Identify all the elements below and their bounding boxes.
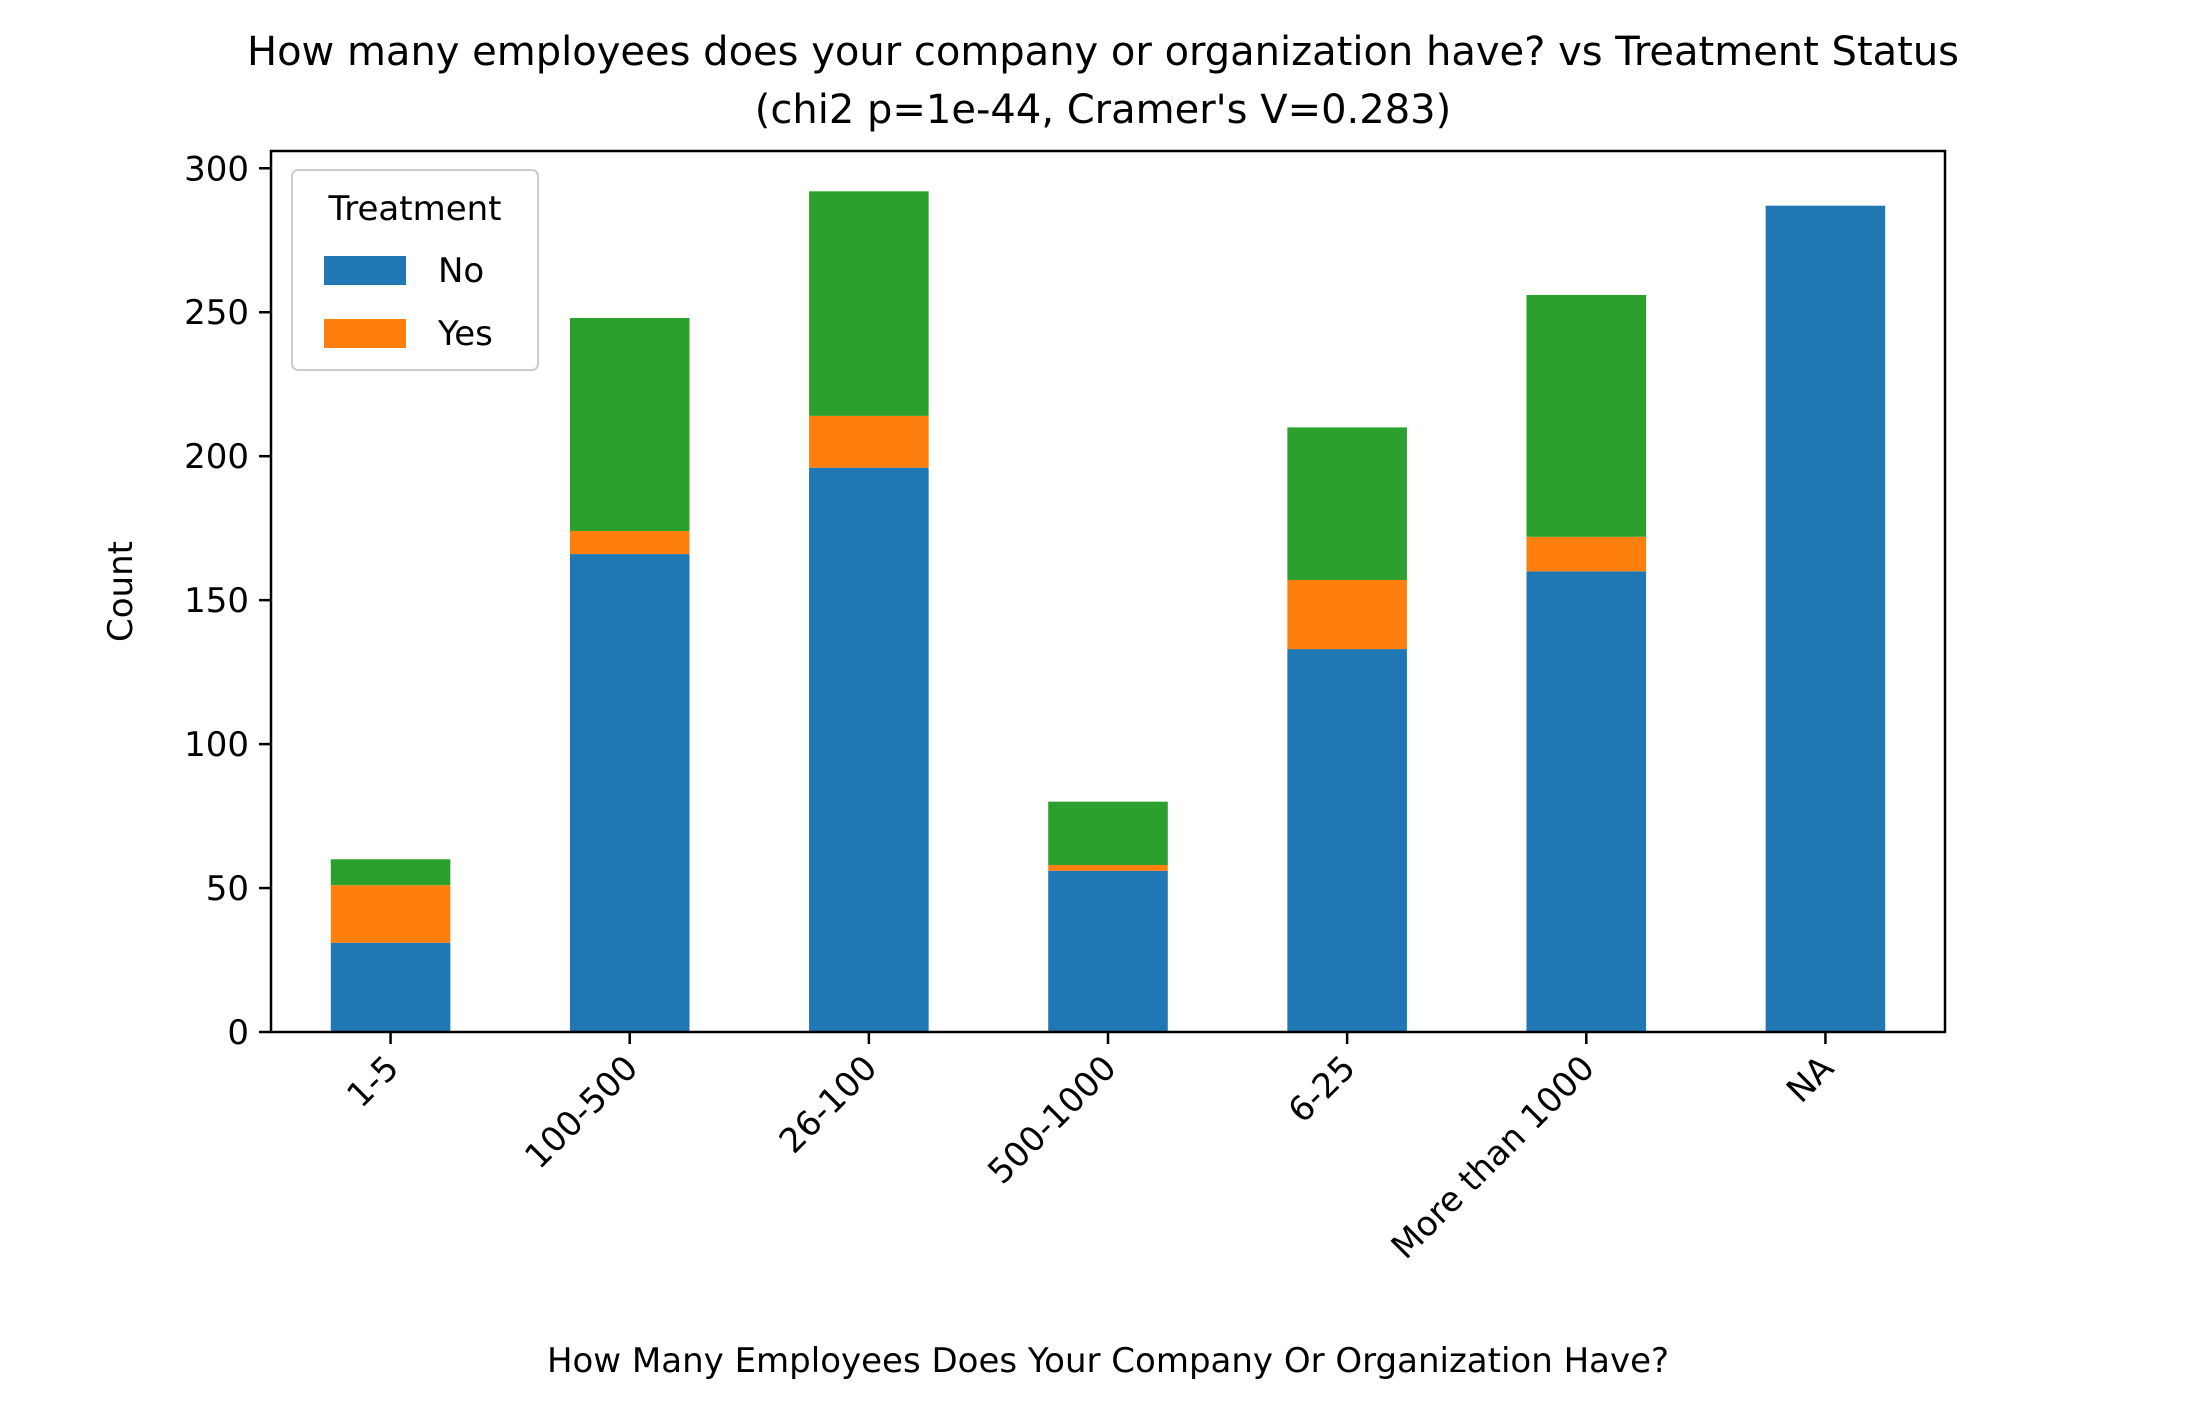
chart-title: How many employees does your company or … — [247, 29, 1959, 75]
legend-swatch-yes — [324, 319, 406, 348]
y-tick-label: 300 — [184, 149, 249, 189]
legend-title: Treatment — [327, 189, 501, 229]
bar-segment-no — [1526, 571, 1647, 1032]
bar-segment-series-3 — [1287, 427, 1407, 580]
bar-segment-no — [1048, 870, 1168, 1032]
x-tick-label: 500-1000 — [980, 1048, 1124, 1192]
x-axis: 1-5 100-500 26-100 500-1000 6-25 More than 10… — [339, 1032, 1842, 1267]
y-axis-label: Count — [101, 541, 141, 642]
y-tick-label: 150 — [184, 581, 249, 621]
x-tick-label: 1-5 — [339, 1048, 407, 1116]
y-tick-label: 250 — [184, 293, 249, 333]
legend-entries: No Yes — [324, 251, 493, 354]
legend-swatch-no — [324, 256, 406, 285]
chart-subtitle: (chi2 p=1e-44, Cramer's V=0.283) — [755, 87, 1451, 133]
bar-segment-series-3 — [330, 859, 451, 886]
bar-segment-series-3 — [1048, 801, 1168, 866]
bar-segment-yes — [1287, 579, 1407, 650]
bar-segment-series-3 — [569, 317, 690, 532]
bar-segment-yes — [569, 531, 690, 555]
legend-label-yes: Yes — [437, 314, 493, 354]
bar-segment-no — [330, 942, 451, 1032]
y-tick-label: 200 — [184, 437, 249, 477]
legend-label-no: No — [438, 251, 484, 291]
x-tick-label: 100-500 — [517, 1048, 646, 1177]
plot-area-frame — [269, 149, 1947, 1034]
bar-segment-yes — [1526, 536, 1647, 572]
bar-segment-no — [809, 467, 929, 1032]
y-tick-label: 100 — [184, 725, 249, 765]
x-tick-label: NA — [1779, 1048, 1842, 1111]
bar-segment-no — [1287, 649, 1407, 1032]
bar-segment-yes — [809, 415, 929, 468]
bar-segment-no — [1765, 205, 1886, 1032]
y-axis: 0 50 100 150 200 250 300 — [184, 149, 271, 1053]
x-tick-label: More than 1000 — [1384, 1048, 1603, 1267]
x-axis-label: How Many Employees Does Your Company Or … — [547, 1341, 1669, 1381]
y-tick-label: 50 — [206, 869, 249, 909]
bars-layer — [330, 191, 1886, 1032]
legend: Treatment No Yes — [291, 169, 539, 371]
x-tick-label: 26-100 — [772, 1048, 885, 1161]
bar-segment-no — [569, 554, 690, 1032]
y-tick-label: 0 — [227, 1013, 249, 1053]
x-tick-label: 6-25 — [1281, 1048, 1364, 1131]
bar-segment-yes — [1048, 865, 1168, 871]
bar-segment-series-3 — [809, 191, 929, 416]
bar-segment-yes — [330, 885, 451, 943]
bar-segment-series-3 — [1526, 294, 1647, 537]
